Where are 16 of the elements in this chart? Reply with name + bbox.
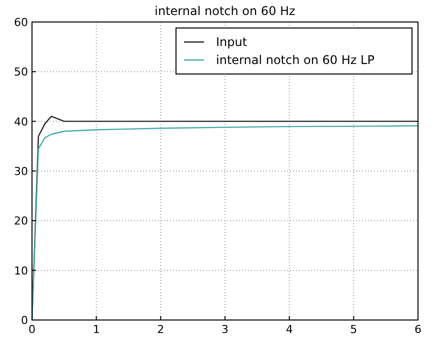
y-tick-label: 30 [14,165,28,178]
y-tick-label: 10 [14,264,28,278]
x-tick-label: 4 [286,323,293,336]
x-tick-label: 3 [222,323,228,336]
x-tick-label: 6 [414,323,422,336]
legend-label: Input [216,35,248,49]
legend-label: internal notch on 60 Hz LP [216,53,374,67]
y-tick-label: 50 [14,66,28,79]
y-tick-label: 40 [14,115,28,128]
x-tick-label: 5 [350,323,358,336]
x-tick-label: 1 [92,323,100,336]
x-tick-label: 2 [157,323,164,336]
y-tick-label: 60 [14,16,28,29]
y-tick-label: 20 [14,214,28,228]
y-tick-label: 0 [21,314,28,327]
chart-title: internal notch on 60 Hz [154,4,296,18]
